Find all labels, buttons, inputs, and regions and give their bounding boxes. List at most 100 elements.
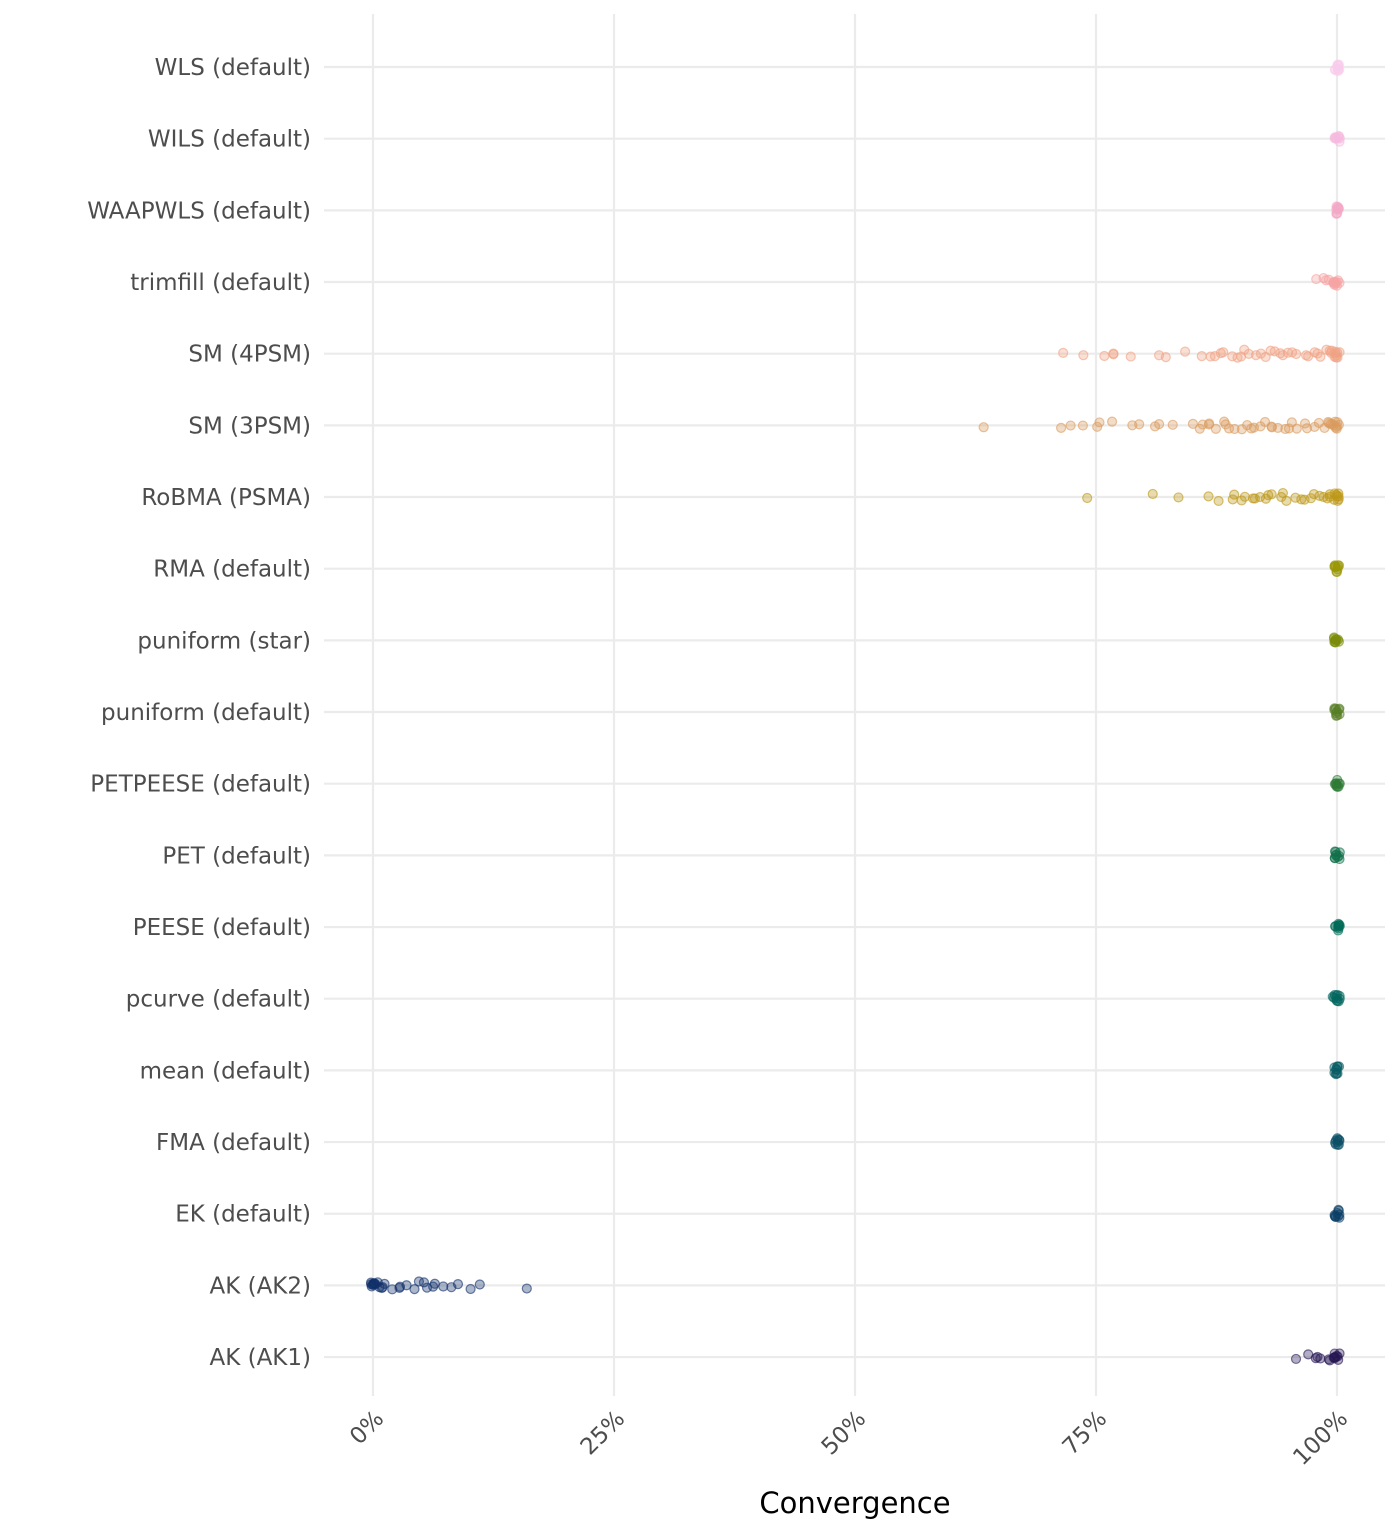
series-group — [1329, 774, 1345, 792]
data-point — [1125, 351, 1136, 362]
data-point — [1291, 348, 1302, 360]
data-point — [1229, 423, 1240, 435]
data-point — [1331, 208, 1342, 219]
data-point — [1334, 1212, 1345, 1223]
data-point — [1106, 416, 1118, 427]
x-tick-labels: 0% 25% 50% 75% 100% — [345, 1406, 1353, 1471]
series-group — [1327, 989, 1345, 1007]
series-group — [1331, 201, 1345, 219]
data-point — [1329, 1353, 1340, 1364]
data-point — [1331, 706, 1343, 717]
data-point — [1331, 566, 1343, 578]
y-tick-label: WLS (default) — [155, 55, 311, 81]
data-point — [1329, 494, 1340, 505]
y-tick-label: puniform (star) — [137, 628, 311, 654]
data-point — [1239, 491, 1250, 502]
data-point — [1334, 64, 1345, 75]
series-group — [1082, 487, 1344, 507]
data-point — [1328, 278, 1340, 289]
data-point — [1277, 350, 1289, 361]
y-tick-label: RoBMA (PSMA) — [141, 485, 311, 511]
data-points — [365, 59, 1345, 1366]
data-point — [1315, 351, 1326, 362]
data-point — [401, 1280, 412, 1291]
data-point — [465, 1283, 476, 1295]
data-point — [452, 1279, 464, 1290]
data-point — [521, 1283, 532, 1294]
data-point — [1210, 423, 1221, 434]
data-point — [1108, 349, 1119, 360]
x-tick-label: 100% — [1288, 1406, 1353, 1471]
data-point — [379, 1278, 390, 1289]
x-tick-label: 0% — [345, 1406, 389, 1450]
data-point — [1218, 347, 1229, 358]
data-point — [409, 1284, 420, 1295]
data-point — [1308, 488, 1320, 500]
y-tick-label: WAAPWLS (default) — [87, 198, 311, 224]
data-point — [1333, 918, 1344, 929]
data-point — [429, 1278, 440, 1289]
y-tick-label: FMA (default) — [156, 1130, 311, 1156]
data-point — [1082, 492, 1093, 504]
data-point — [1147, 488, 1158, 500]
data-point — [1331, 201, 1342, 212]
data-point — [1180, 346, 1191, 357]
y-tick-labels: WLS (default) WILS (default) WAAPWLS (defa… — [87, 55, 311, 1371]
y-tick-label: SM (3PSM) — [188, 413, 311, 439]
data-point — [1332, 995, 1343, 1007]
data-point — [1311, 273, 1322, 285]
data-point — [1094, 417, 1105, 428]
data-point — [1301, 423, 1313, 434]
data-point — [1167, 419, 1178, 430]
data-point — [1269, 346, 1280, 357]
data-point — [1055, 422, 1067, 434]
y-tick-label: puniform (default) — [101, 700, 311, 726]
data-point — [1333, 1204, 1344, 1215]
data-point — [1187, 418, 1199, 429]
data-point — [1280, 423, 1291, 435]
data-point — [1291, 423, 1302, 434]
series-group — [1329, 703, 1345, 721]
x-tick-label: 25% — [576, 1406, 631, 1461]
data-point — [1272, 422, 1283, 434]
data-point — [1213, 495, 1224, 507]
series-group — [978, 416, 1344, 435]
series-group — [365, 1276, 532, 1295]
data-point — [1203, 491, 1214, 502]
data-point — [1160, 352, 1171, 363]
x-tick-label: 75% — [1058, 1406, 1113, 1461]
series-group — [1058, 344, 1345, 363]
data-point — [1099, 350, 1110, 362]
y-tick-label: trimfill (default) — [130, 270, 311, 296]
data-point — [1078, 350, 1089, 361]
series-group — [1328, 632, 1345, 648]
series-group — [1290, 1348, 1345, 1366]
series-group — [1311, 272, 1345, 291]
data-point — [1283, 423, 1295, 434]
data-point — [1173, 492, 1184, 503]
data-point — [1229, 489, 1240, 500]
data-point — [1154, 419, 1165, 430]
data-point — [438, 1281, 449, 1292]
data-point — [1134, 419, 1145, 430]
data-point — [1333, 419, 1344, 430]
x-tick-label: 50% — [817, 1406, 872, 1461]
x-axis-title: Convergence — [759, 1486, 950, 1520]
data-point — [1334, 778, 1345, 789]
y-tick-label: WILS (default) — [148, 127, 311, 153]
y-tick-label: AK (AK1) — [209, 1345, 311, 1371]
y-tick-label: PEESE (default) — [133, 915, 311, 941]
data-point — [1281, 495, 1292, 506]
data-point — [1332, 352, 1343, 363]
y-tick-label: RMA (default) — [153, 557, 311, 583]
series-group — [1330, 918, 1345, 936]
data-point — [1296, 494, 1307, 505]
data-point — [1331, 1064, 1342, 1075]
y-tick-label: EK (default) — [175, 1202, 311, 1228]
data-point — [474, 1279, 485, 1290]
y-tick-label: PET (default) — [162, 843, 311, 869]
data-point — [1077, 420, 1089, 431]
data-point — [1330, 346, 1341, 357]
series-group — [1329, 846, 1345, 865]
